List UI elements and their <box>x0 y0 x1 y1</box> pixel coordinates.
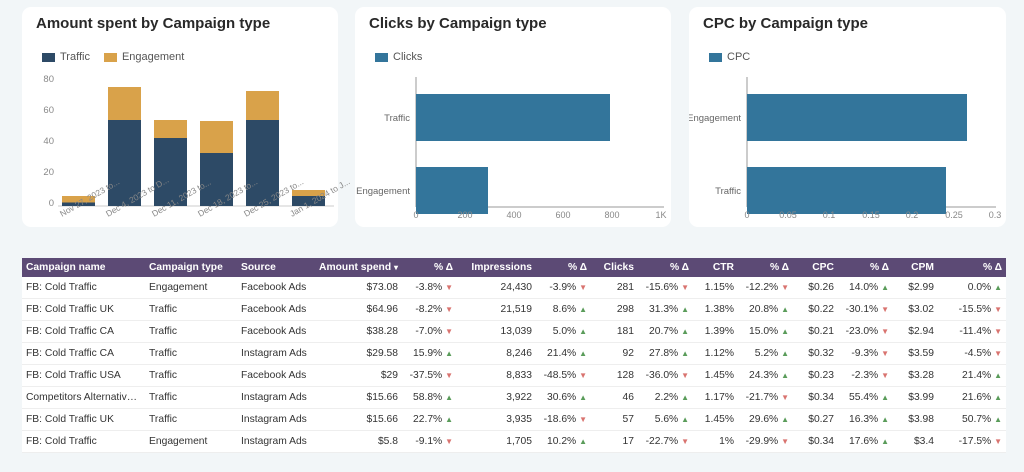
svg-text:Traffic: Traffic <box>384 113 410 124</box>
svg-text:200: 200 <box>457 210 472 220</box>
svg-text:20: 20 <box>43 167 54 178</box>
svg-text:400: 400 <box>506 210 521 220</box>
svg-text:Traffic: Traffic <box>715 186 741 197</box>
svg-text:0.1: 0.1 <box>823 210 836 220</box>
svg-text:0.2: 0.2 <box>906 210 919 220</box>
svg-text:60: 60 <box>43 105 54 116</box>
svg-text:0.3: 0.3 <box>989 210 1002 220</box>
svg-text:600: 600 <box>555 210 570 220</box>
svg-text:0: 0 <box>49 198 54 209</box>
svg-text:0.25: 0.25 <box>945 210 963 220</box>
svg-text:800: 800 <box>604 210 619 220</box>
svg-text:80: 80 <box>43 74 54 85</box>
svg-text:Engagement: Engagement <box>689 113 741 124</box>
svg-text:0.15: 0.15 <box>862 210 880 220</box>
svg-text:0.05: 0.05 <box>779 210 797 220</box>
svg-text:Engagement: Engagement <box>356 186 410 197</box>
svg-text:40: 40 <box>43 136 54 147</box>
svg-text:0: 0 <box>744 210 749 220</box>
svg-text:1K: 1K <box>655 210 666 220</box>
svg-text:0: 0 <box>413 210 418 220</box>
